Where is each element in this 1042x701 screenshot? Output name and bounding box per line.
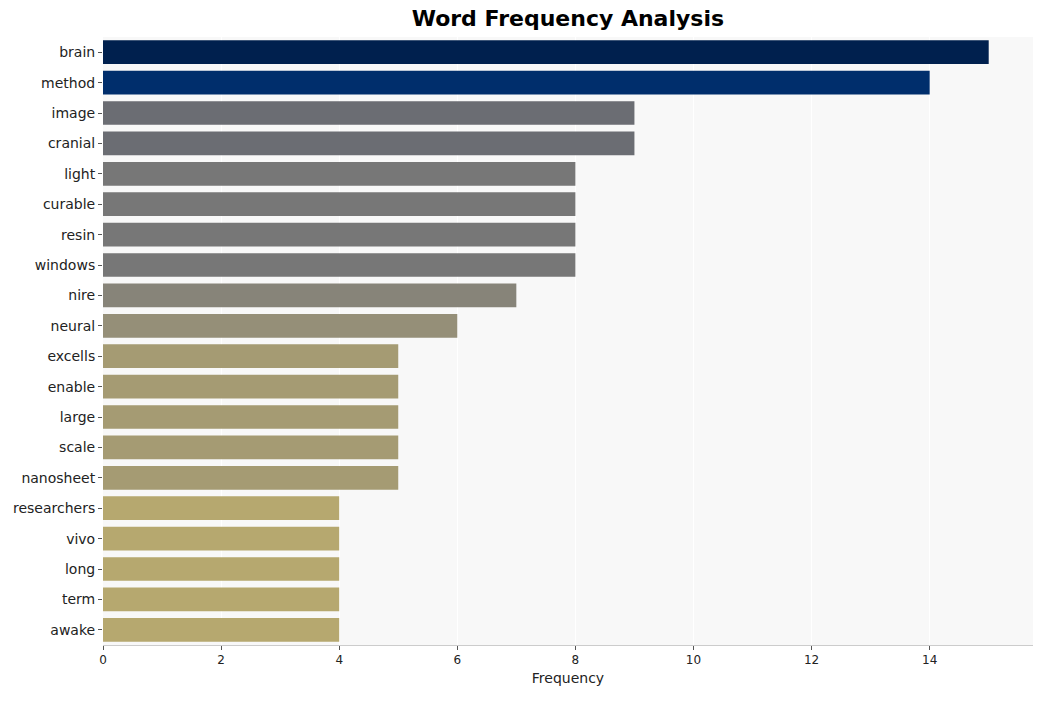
svg-text:scale: scale — [59, 439, 95, 455]
svg-text:6: 6 — [453, 653, 461, 667]
svg-text:nire: nire — [68, 287, 95, 303]
svg-text:0: 0 — [99, 653, 107, 667]
svg-text:nanosheet: nanosheet — [21, 470, 95, 486]
svg-text:4: 4 — [335, 653, 343, 667]
svg-text:windows: windows — [35, 257, 95, 273]
svg-text:large: large — [60, 409, 95, 425]
svg-text:12: 12 — [804, 653, 819, 667]
svg-text:long: long — [65, 561, 95, 577]
svg-text:vivo: vivo — [66, 531, 95, 547]
svg-text:10: 10 — [686, 653, 701, 667]
svg-text:light: light — [64, 166, 96, 182]
svg-text:term: term — [62, 591, 95, 607]
svg-text:researchers: researchers — [13, 500, 95, 516]
svg-text:enable: enable — [48, 379, 95, 395]
svg-text:awake: awake — [50, 622, 95, 638]
svg-text:cranial: cranial — [48, 135, 95, 151]
svg-text:brain: brain — [59, 44, 95, 60]
svg-text:resin: resin — [61, 227, 95, 243]
svg-text:Frequency: Frequency — [532, 670, 604, 686]
svg-text:8: 8 — [572, 653, 580, 667]
svg-text:Word Frequency Analysis: Word Frequency Analysis — [412, 6, 724, 31]
svg-text:14: 14 — [922, 653, 937, 667]
svg-text:image: image — [52, 105, 96, 121]
svg-text:curable: curable — [43, 196, 95, 212]
svg-text:method: method — [41, 75, 95, 91]
svg-text:neural: neural — [51, 318, 96, 334]
svg-text:2: 2 — [217, 653, 225, 667]
svg-text:excells: excells — [47, 348, 95, 364]
